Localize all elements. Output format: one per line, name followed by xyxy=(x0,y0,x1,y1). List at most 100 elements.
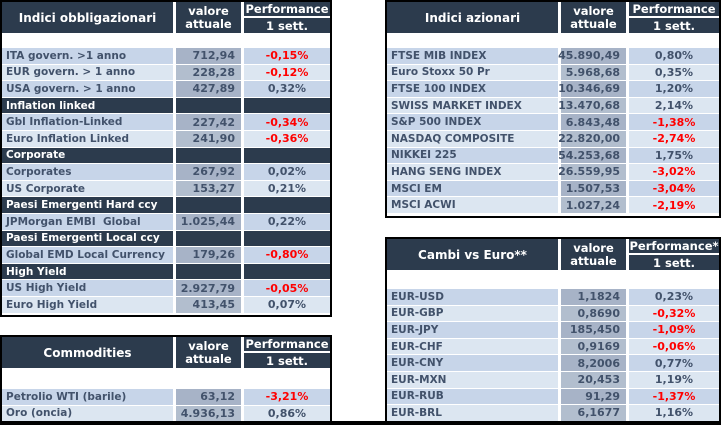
commodities-rows: Petrolio WTI (barile) 63,12 -3,21% Oro (onc… xyxy=(2,389,330,423)
table-row: USA govern. > 1 anno 427,89 0,32% xyxy=(2,81,330,98)
row-performance: -0,15% xyxy=(244,48,330,64)
row-value: 413,45 xyxy=(176,296,244,313)
row-performance: -2,74% xyxy=(629,130,719,147)
row-label: Inflation linked xyxy=(2,97,176,114)
table-row: Petrolio WTI (barile) 63,12 -3,21% xyxy=(2,389,330,406)
row-label: FTSE MIB INDEX xyxy=(387,48,561,64)
table-row: EUR-USD 1,1824 0,23% xyxy=(387,289,719,306)
row-value: 6.843,48 xyxy=(561,114,629,130)
performance-header: Performance xyxy=(629,2,719,18)
row-label: Petrolio WTI (barile) xyxy=(2,389,176,405)
section-row: Paesi Emergenti Hard ccy xyxy=(2,197,330,214)
section-row: Paesi Emergenti Local ccy xyxy=(2,230,330,248)
row-value: 54.253,68 xyxy=(558,147,629,164)
table-row: MSCI ACWI 1.027,24 -2,19% xyxy=(387,197,719,214)
row-value: 63,12 xyxy=(176,389,244,405)
row-value xyxy=(176,197,244,213)
spacer xyxy=(387,270,719,289)
value-header-line1: valore xyxy=(573,240,614,255)
table-row: EUR-CHF 0,9169 -0,06% xyxy=(387,338,719,356)
value-header-line2: attuale xyxy=(185,16,232,31)
row-value: 91,29 xyxy=(561,388,629,405)
performance-period: 1 sett. xyxy=(265,353,308,368)
row-performance: -1,37% xyxy=(629,388,719,405)
table-title: Commodities xyxy=(2,337,176,368)
table-row: MSCI EM 1.507,53 -3,04% xyxy=(387,180,719,198)
table-row: ITA govern. >1 anno 712,94 -0,15% xyxy=(2,48,330,65)
performance-period: 1 sett. xyxy=(652,255,695,270)
table-row: HANG SENG INDEX 26.559,95 -3,02% xyxy=(387,164,719,181)
row-performance: 0,80% xyxy=(629,48,719,64)
row-value: 2.927,79 xyxy=(176,280,244,296)
row-label: US Corporate xyxy=(2,180,176,197)
row-value: 8,2006 xyxy=(561,355,629,371)
row-value xyxy=(176,147,244,164)
section-row: High Yield xyxy=(2,263,330,281)
equity-indices-table: Indici azionari valore attuale Performan… xyxy=(385,0,721,218)
bond-indices-header: Indici obbligazionari valore attuale Per… xyxy=(2,2,330,33)
row-label: EUR-USD xyxy=(387,289,561,305)
table-row: EUR-CNY 8,2006 0,77% xyxy=(387,355,719,372)
column-header-performance: Performance* 1 sett. xyxy=(629,239,719,270)
row-label: NASDAQ COMPOSITE xyxy=(387,130,561,147)
row-value: 228,28 xyxy=(176,64,244,81)
row-label: S&P 500 INDEX xyxy=(387,114,561,130)
table-row: Euro Inflation Linked 241,90 -0,36% xyxy=(2,130,330,148)
row-value xyxy=(176,263,244,280)
column-header-value: valore attuale xyxy=(176,2,244,33)
row-performance: -2,19% xyxy=(629,197,719,213)
row-performance: 0,23% xyxy=(629,289,719,305)
column-header-value: valore attuale xyxy=(561,239,629,270)
table-row: EUR govern. > 1 anno 228,28 -0,12% xyxy=(2,64,330,82)
row-performance: 0,32% xyxy=(244,81,330,97)
row-label: EUR govern. > 1 anno xyxy=(2,64,176,81)
row-value xyxy=(176,230,244,247)
table-row: S&P 500 INDEX 6.843,48 -1,38% xyxy=(387,114,719,131)
commodities-header: Commodities valore attuale Performance 1… xyxy=(2,337,330,368)
value-header-line2: attuale xyxy=(185,351,232,366)
row-performance: -0,05% xyxy=(244,280,330,296)
section-row: Inflation linked xyxy=(2,97,330,115)
row-value: 22.820,00 xyxy=(558,130,629,147)
fx-rates-table: Cambi vs Euro** valore attuale Performan… xyxy=(385,237,721,425)
row-value: 153,27 xyxy=(176,180,244,197)
table-row: EUR-JPY 185,450 -1,09% xyxy=(387,322,719,339)
table-row: Euro High Yield 413,45 0,07% xyxy=(2,296,330,314)
row-label: EUR-GBP xyxy=(387,305,561,322)
commodities-table: Commodities valore attuale Performance 1… xyxy=(0,335,332,425)
row-value: 13.470,68 xyxy=(558,97,629,114)
table-title: Cambi vs Euro** xyxy=(387,239,561,270)
row-label: Gbl Inflation-Linked xyxy=(2,114,176,130)
row-value: 1.507,53 xyxy=(561,180,629,197)
table-row: US High Yield 2.927,79 -0,05% xyxy=(2,280,330,297)
performance-period: 1 sett. xyxy=(265,18,308,33)
row-label: MSCI EM xyxy=(387,180,561,197)
performance-header: Performance* xyxy=(629,239,719,255)
row-label: High Yield xyxy=(2,263,176,280)
row-value: 4.936,13 xyxy=(176,405,244,422)
table-title: Indici azionari xyxy=(387,2,561,33)
row-label: Corporates xyxy=(2,164,176,180)
row-performance: -3,04% xyxy=(629,180,719,197)
row-value: 20,453 xyxy=(561,371,629,388)
row-label: EUR-RUB xyxy=(387,388,561,405)
row-performance: -0,12% xyxy=(244,64,330,81)
row-performance: -0,80% xyxy=(244,247,330,263)
table-title: Indici obbligazionari xyxy=(2,2,176,33)
row-value: 227,42 xyxy=(176,114,244,130)
row-performance: -1,38% xyxy=(629,114,719,130)
row-performance: 0,07% xyxy=(244,296,330,313)
row-performance: -0,36% xyxy=(244,130,330,147)
row-value: 712,94 xyxy=(176,48,244,64)
fx-rates-header: Cambi vs Euro** valore attuale Performan… xyxy=(387,239,719,270)
table-row: EUR-GBP 0,8690 -0,32% xyxy=(387,305,719,323)
row-label: US High Yield xyxy=(2,280,176,296)
bond-indices-rows: ITA govern. >1 anno 712,94 -0,15% EUR gover… xyxy=(2,48,330,314)
bottom-border xyxy=(0,421,721,425)
performance-header: Performance xyxy=(244,2,330,18)
spacer xyxy=(2,368,330,389)
table-row: FTSE 100 INDEX 10.346,69 1,20% xyxy=(387,81,719,98)
row-label: MSCI ACWI xyxy=(387,197,561,213)
column-header-performance: Performance 1 sett. xyxy=(244,2,330,33)
row-value: 241,90 xyxy=(176,130,244,147)
